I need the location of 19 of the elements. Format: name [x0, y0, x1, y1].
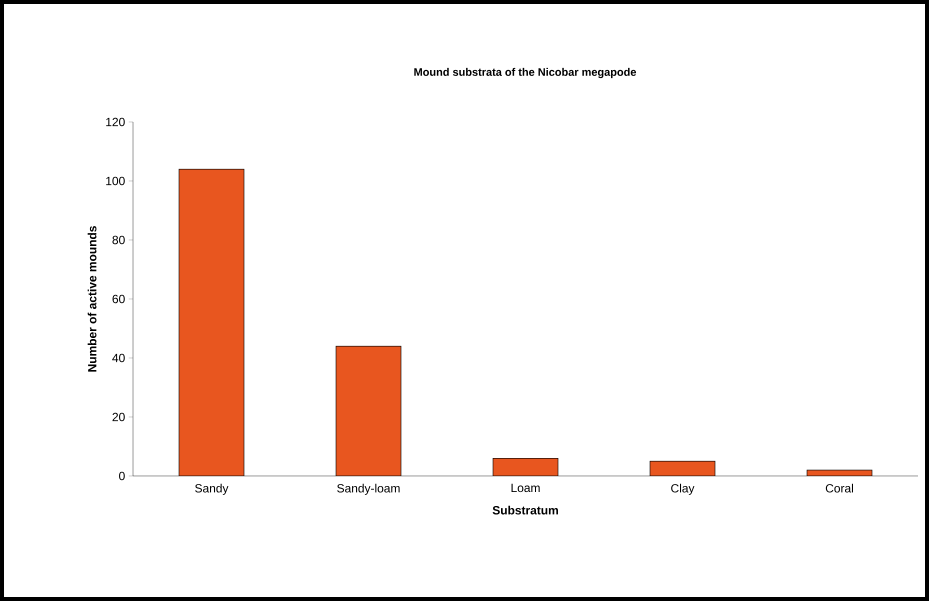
chart-title: Mound substrata of the Nicobar megapode — [414, 68, 636, 78]
x-tick-label: Sandy-loam — [337, 484, 400, 495]
y-tick-label: 40 — [112, 354, 125, 362]
y-tick-label: 0 — [119, 472, 125, 480]
bar — [493, 458, 558, 476]
y-tick-label: 60 — [112, 294, 125, 304]
bar — [336, 346, 402, 476]
y-tick-label: 100 — [106, 176, 125, 186]
bar — [179, 169, 244, 476]
bar — [650, 461, 716, 476]
x-tick-label: Coral — [826, 484, 853, 493]
y-axis-title: Number of active mounds — [88, 226, 96, 372]
x-tick-label: Sandy — [195, 484, 228, 495]
y-tick-label: 80 — [112, 236, 125, 244]
x-tick-label: Clay — [671, 484, 694, 495]
y-tick-label: 120 — [106, 118, 125, 126]
x-tick-label: Loam — [512, 484, 540, 492]
y-tick-label: 20 — [112, 412, 125, 422]
x-axis-title: Substratum — [492, 506, 558, 515]
